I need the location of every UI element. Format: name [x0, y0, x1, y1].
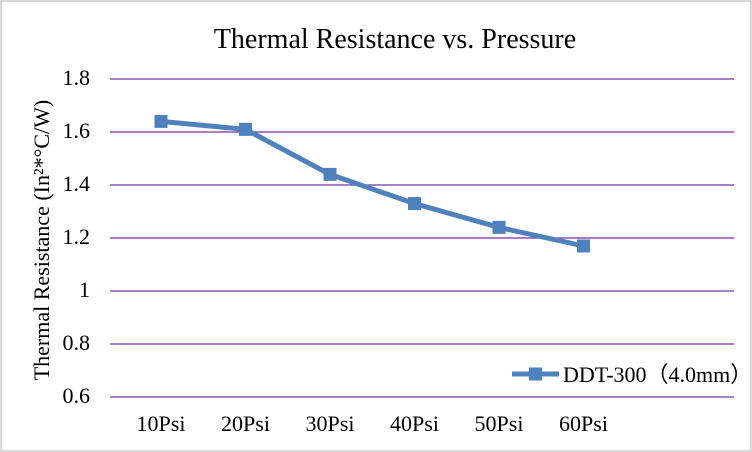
data-point-marker — [154, 114, 168, 128]
y-tick-label: 1.6 — [63, 118, 91, 143]
x-axis-label: 30Psi — [306, 411, 355, 436]
y-tick-label: 0.6 — [63, 383, 91, 408]
x-axis-label: 60Psi — [559, 411, 608, 436]
data-point-marker — [577, 239, 590, 253]
data-point-marker — [239, 122, 252, 136]
y-tick-label: 1.8 — [63, 65, 91, 90]
x-axis-label: 40Psi — [390, 411, 439, 436]
x-axis-label: 10Psi — [137, 411, 186, 436]
data-point-marker — [492, 220, 506, 234]
data-point-marker — [323, 167, 337, 181]
data-point-marker — [408, 197, 421, 211]
legend-marker-sample — [529, 367, 542, 381]
legend-label: DDT-300（4.0mm） — [563, 362, 752, 387]
y-tick-label: 0.8 — [63, 330, 91, 355]
x-axis-label: 50Psi — [475, 411, 524, 436]
x-axis-label: 20Psi — [221, 411, 270, 436]
y-tick-label: 1.2 — [63, 224, 91, 249]
y-tick-label: 1.4 — [63, 171, 91, 196]
series-line — [160, 118, 585, 249]
y-tick-label: 1 — [79, 277, 90, 302]
chart-title: Thermal Resistance vs. Pressure — [213, 24, 577, 55]
